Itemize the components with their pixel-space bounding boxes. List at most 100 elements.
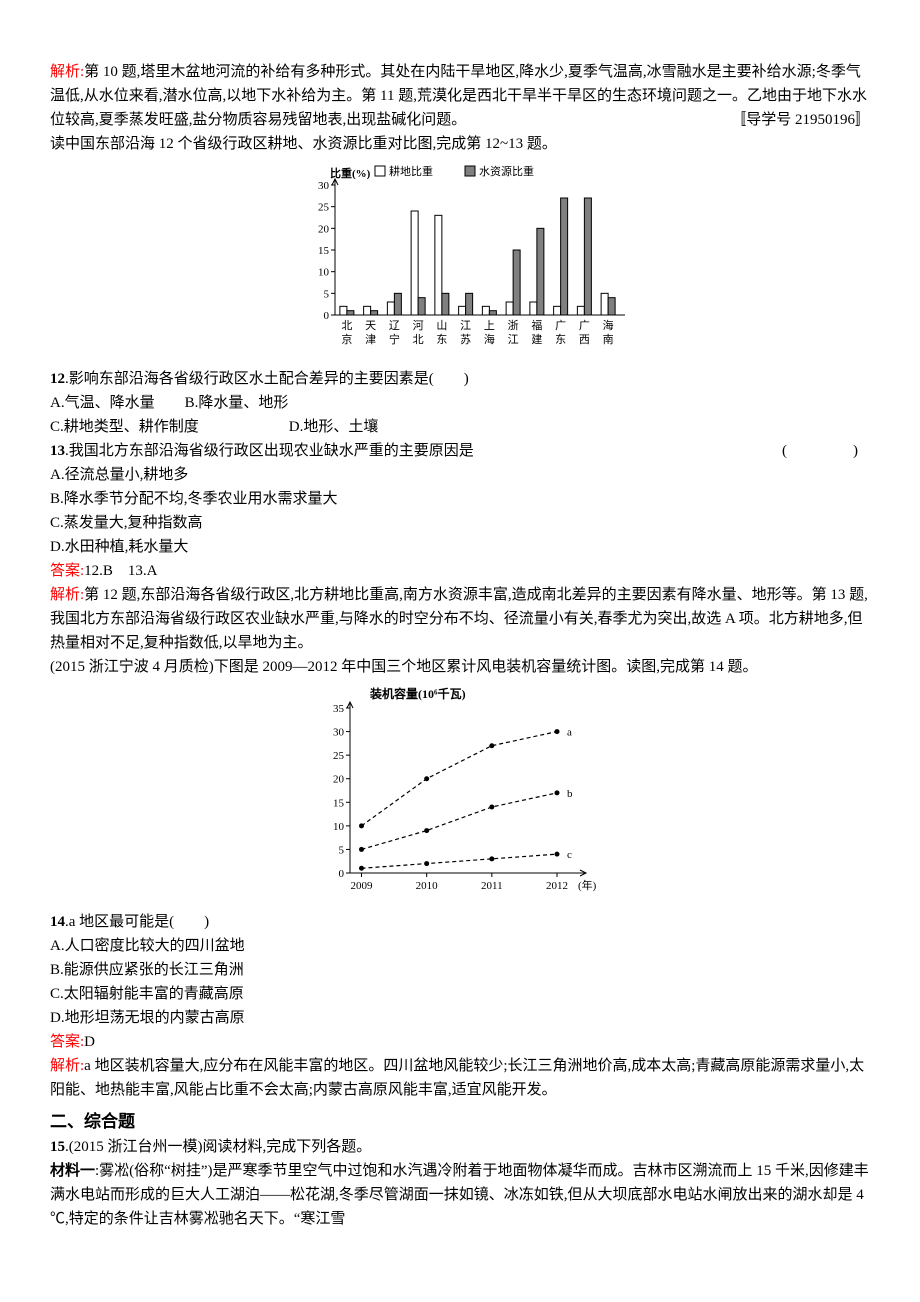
- q12-opt-d: D.地形、土壤: [289, 419, 379, 435]
- svg-text:京: 京: [341, 332, 352, 346]
- svg-text:西: 西: [579, 334, 590, 346]
- analysis-14: 解析:a 地区装机容量大,应分布在风能丰富的地区。四川盆地风能较少;长江三角洲地…: [50, 1054, 870, 1102]
- intro-12-13: 读中国东部沿海 12 个省级行政区耕地、水资源比重对比图,完成第 12~13 题…: [50, 132, 870, 156]
- svg-text:天: 天: [365, 320, 376, 332]
- q12-stem: .影响东部沿海各省级行政区水土配合差异的主要因素是( ): [65, 371, 469, 387]
- material-label: 材料一: [50, 1162, 95, 1179]
- svg-text:北: 北: [413, 333, 424, 346]
- q15-stem: .(2015 浙江台州一模)阅读材料,完成下列各题。: [65, 1139, 371, 1155]
- analysis-text: 第 12 题,东部沿海各省级行政区,北方耕地比重高,南方水资源丰富,造成南北差异…: [50, 587, 868, 651]
- svg-text:15: 15: [333, 797, 345, 809]
- svg-text:东: 东: [436, 333, 447, 346]
- svg-text:2012: 2012: [546, 880, 568, 892]
- q14-number: 14: [50, 914, 65, 930]
- svg-text:耕地比重: 耕地比重: [389, 164, 433, 178]
- line-chart-wind-capacity: 装机容量(10⁶千瓦) 0 5 10 15 20 25 30 35 2009 2010 2011 201…: [50, 683, 870, 906]
- q13-stem: .我国北方东部沿海省级行政区出现农业缺水严重的主要原因是: [65, 443, 474, 459]
- q12-opt-b: B.降水量、地形: [185, 395, 289, 411]
- material-1: 材料一:雾凇(俗称“树挂”)是严寒季节里空气中过饱和水汽遇冷附着于地面物体凝华而…: [50, 1159, 870, 1231]
- svg-text:广: 广: [555, 319, 566, 332]
- svg-text:装机容量(10⁶千瓦): 装机容量(10⁶千瓦): [369, 686, 466, 701]
- reference-number: 〚导学号 21950196〛: [731, 108, 870, 132]
- svg-text:0: 0: [339, 868, 345, 880]
- svg-text:15: 15: [318, 245, 330, 257]
- svg-text:30: 30: [333, 727, 345, 739]
- svg-text:津: 津: [365, 333, 376, 346]
- answer-14: 答案:D: [50, 1030, 870, 1054]
- svg-text:福: 福: [531, 318, 542, 332]
- svg-text:上: 上: [484, 319, 495, 332]
- analysis-text: a 地区装机容量大,应分布在风能丰富的地区。四川盆地风能较少;长江三角洲地价高,…: [50, 1058, 864, 1098]
- q13-opt-a: A.径流总量小,耕地多: [50, 463, 870, 487]
- q13-opt-d: D.水田种植,耗水量大: [50, 535, 870, 559]
- intro-14: (2015 浙江宁波 4 月质检)下图是 2009—2012 年中国三个地区累计…: [50, 655, 870, 679]
- svg-text:江: 江: [508, 333, 519, 346]
- svg-text:b: b: [567, 788, 573, 800]
- question-12: 12.影响东部沿海各省级行政区水土配合差异的主要因素是( ): [50, 367, 870, 391]
- svg-text:南: 南: [603, 333, 614, 346]
- svg-text:0: 0: [324, 310, 330, 322]
- q14-opt-a: A.人口密度比较大的四川盆地: [50, 934, 870, 958]
- svg-text:北: 北: [341, 319, 352, 332]
- svg-text:10: 10: [318, 267, 330, 279]
- analysis-12-13: 解析:第 12 题,东部沿海各省级行政区,北方耕地比重高,南方水资源丰富,造成南…: [50, 583, 870, 655]
- q12-options-line2: C.耕地类型、耕作制度 D.地形、土壤: [50, 415, 870, 439]
- svg-text:广: 广: [579, 319, 590, 332]
- q14-stem: .a 地区最可能是( ): [65, 914, 209, 930]
- svg-text:宁: 宁: [389, 332, 400, 346]
- svg-text:2011: 2011: [481, 880, 503, 892]
- question-14: 14.a 地区最可能是( ): [50, 910, 870, 934]
- bar-chart-land-water: 比重(%)051015202530耕地比重水资源比重北京天津辽宁河北山东江苏上海…: [50, 160, 870, 363]
- svg-text:海: 海: [484, 332, 495, 346]
- svg-text:2009: 2009: [351, 880, 374, 892]
- svg-text:5: 5: [324, 288, 330, 300]
- q13-opt-b: B.降水季节分配不均,冬季农业用水需求量大: [50, 487, 870, 511]
- svg-text:25: 25: [318, 202, 330, 214]
- svg-text:江: 江: [460, 319, 471, 332]
- q13-number: 13: [50, 443, 65, 459]
- svg-text:20: 20: [333, 774, 345, 786]
- q14-opt-b: B.能源供应紧张的长江三角洲: [50, 958, 870, 982]
- section-2-header: 二、综合题: [50, 1108, 870, 1135]
- q13-opt-c: C.蒸发量大,复种指数高: [50, 511, 870, 535]
- analysis-label: 解析:: [50, 587, 84, 603]
- answer-text: 12.B 13.A: [84, 563, 157, 579]
- svg-text:建: 建: [531, 332, 542, 346]
- q15-number: 15: [50, 1139, 65, 1155]
- answer-12-13: 答案:12.B 13.A: [50, 559, 870, 583]
- analysis-label: 解析:: [50, 64, 84, 80]
- svg-text:河: 河: [413, 319, 424, 332]
- svg-text:20: 20: [318, 223, 330, 235]
- svg-text:苏: 苏: [460, 333, 471, 346]
- svg-text:海: 海: [603, 318, 614, 332]
- q12-opt-c: C.耕地类型、耕作制度: [50, 419, 199, 435]
- svg-text:c: c: [567, 849, 572, 861]
- question-13: 13.我国北方东部沿海省级行政区出现农业缺水严重的主要原因是 ( ): [50, 439, 870, 463]
- svg-text:35: 35: [333, 703, 345, 715]
- svg-text:(年): (年): [578, 878, 597, 892]
- svg-text:浙: 浙: [508, 319, 519, 332]
- svg-text:水资源比重: 水资源比重: [479, 164, 534, 178]
- answer-label: 答案:: [50, 563, 84, 579]
- q13-paren: ( ): [782, 439, 870, 463]
- q12-number: 12: [50, 371, 65, 387]
- analysis-block-10-11: 解析:第 10 题,塔里木盆地河流的补给有多种形式。其处在内陆干旱地区,降水少,…: [50, 60, 870, 132]
- svg-text:2010: 2010: [416, 880, 439, 892]
- svg-text:5: 5: [339, 844, 345, 856]
- svg-text:山: 山: [436, 319, 447, 332]
- svg-text:10: 10: [333, 821, 345, 833]
- question-15: 15.(2015 浙江台州一模)阅读材料,完成下列各题。: [50, 1135, 870, 1159]
- answer-text: D: [84, 1034, 95, 1050]
- material-text: :雾凇(俗称“树挂”)是严寒季节里空气中过饱和水汽遇冷附着于地面物体凝华而成。吉…: [50, 1163, 869, 1227]
- bar-chart-svg: 比重(%)051015202530耕地比重水资源比重北京天津辽宁河北山东江苏上海…: [290, 160, 630, 355]
- analysis-label: 解析:: [50, 1058, 84, 1074]
- svg-text:辽: 辽: [389, 319, 400, 332]
- q14-opt-c: C.太阳辐射能丰富的青藏高原: [50, 982, 870, 1006]
- q12-options-line1: A.气温、降水量 B.降水量、地形: [50, 391, 870, 415]
- q14-opt-d: D.地形坦荡无垠的内蒙古高原: [50, 1006, 870, 1030]
- svg-text:比重(%): 比重(%): [330, 166, 371, 180]
- line-chart-svg: 装机容量(10⁶千瓦) 0 5 10 15 20 25 30 35 2009 2010 2011 201…: [310, 683, 610, 898]
- q12-opt-a: A.气温、降水量: [50, 395, 155, 411]
- svg-text:25: 25: [333, 750, 345, 762]
- svg-text:a: a: [567, 727, 572, 739]
